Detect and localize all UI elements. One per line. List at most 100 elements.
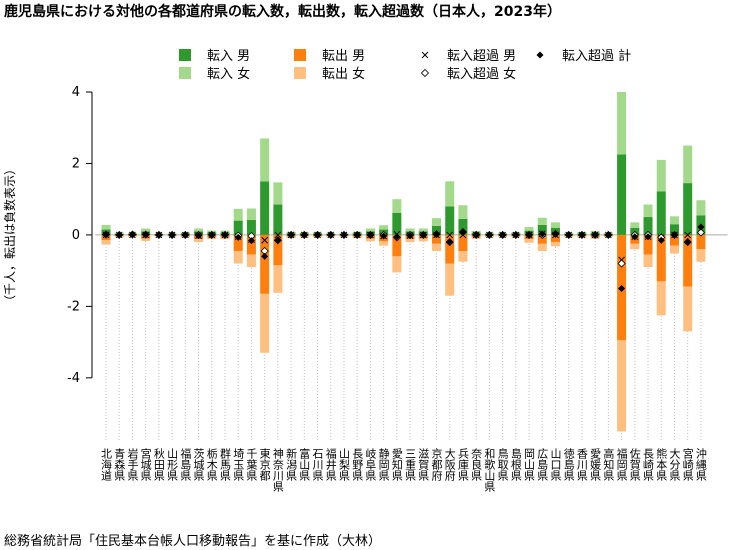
x-tick-label: 福島県: [179, 447, 192, 482]
bar: [194, 228, 204, 232]
net-marker: [274, 231, 282, 239]
net-marker: [538, 230, 546, 238]
x-tick-label: 福岡県: [615, 447, 628, 482]
x-tick-label: 茨城県: [192, 447, 205, 482]
x-tick-label: 山口県: [549, 448, 562, 482]
net-marker: [208, 231, 216, 239]
bar: [537, 224, 547, 235]
y-tick-label: 0: [72, 228, 80, 243]
x-tick-label: 島根県: [509, 447, 522, 482]
x-tick-label: 愛媛県: [589, 448, 602, 482]
bar: [537, 217, 547, 225]
x-tick-label: 京都府: [430, 447, 443, 482]
x-tick-label: 長崎県: [642, 448, 655, 482]
x-tick-label: 神奈川県: [271, 447, 284, 493]
x-tick-label: 宮城県: [139, 447, 152, 482]
bar: [233, 234, 243, 251]
bar: [445, 263, 455, 296]
net-marker: [446, 231, 454, 239]
x-tick-label: 岩手県: [126, 447, 139, 482]
legend-swatch: [294, 67, 306, 79]
net-marker: [340, 231, 348, 239]
bar: [445, 234, 455, 264]
bar: [246, 254, 256, 268]
bar: [246, 234, 256, 255]
bar: [260, 293, 270, 353]
bar: [379, 241, 389, 246]
x-tick-label: 佐賀県: [628, 447, 641, 482]
bar: [458, 205, 468, 219]
bar: [432, 218, 442, 226]
bar: [550, 234, 560, 243]
bar: [141, 228, 151, 232]
net-marker: [551, 230, 559, 238]
x-tick-label: 岡山県: [523, 448, 536, 482]
x-tick-label: 石川県: [311, 448, 324, 482]
bar: [458, 234, 468, 251]
bar: [458, 218, 468, 235]
bar: [405, 239, 415, 243]
bar: [405, 228, 415, 232]
bar: [365, 238, 375, 242]
net-marker: [261, 252, 269, 260]
bar: [696, 249, 706, 262]
bar: [617, 154, 627, 235]
bar: [669, 245, 679, 254]
bar: [524, 239, 534, 243]
net-marker: [287, 231, 295, 239]
y-tick-label: -4: [67, 371, 80, 386]
net-marker: [380, 232, 388, 240]
net-marker: [617, 259, 626, 268]
x-tick-label: 北海道: [100, 448, 113, 481]
bar: [656, 234, 666, 282]
bar: [246, 208, 256, 220]
bar: [643, 234, 653, 255]
legend-label: 転出 女: [322, 66, 365, 82]
bar: [696, 234, 706, 250]
chart-title: 鹿児島県における対他の各都道府県の転入数，転出数，転入超過数（日本人，2023年…: [3, 3, 561, 20]
bar: [643, 254, 653, 268]
bar: [683, 145, 693, 184]
bar: [141, 238, 151, 241]
net-marker: [684, 231, 692, 239]
net-marker: [155, 231, 163, 239]
legend-swatch: [179, 49, 191, 61]
x-tick-label: 群馬県: [218, 447, 231, 482]
x-tick-label: 三重県: [404, 448, 417, 482]
net-marker: [366, 231, 374, 239]
bar: [683, 234, 693, 287]
net-marker: [618, 285, 626, 293]
x-tick-label: 鳥取県: [496, 447, 509, 482]
net-marker: [247, 237, 255, 245]
bar: [101, 240, 111, 245]
bar: [260, 181, 270, 235]
x-tick-label: 東京都: [258, 448, 271, 481]
x-tick-label: 奈良県: [470, 447, 483, 482]
legend-label: 転入 男: [207, 49, 250, 64]
bar: [550, 222, 560, 228]
bar: [537, 234, 547, 244]
net-marker: [459, 228, 467, 236]
bar: [233, 220, 243, 235]
bar: [643, 204, 653, 218]
bar: [233, 208, 243, 221]
net-marker: [168, 231, 176, 239]
x-tick-label: 山形県: [166, 448, 179, 482]
caption: 総務省統計局「住民基本台帳人口移動報告」を基に作成（大林）: [4, 533, 381, 549]
y-tick-label: 4: [72, 85, 80, 100]
net-marker: [670, 231, 678, 239]
net-marker: [406, 232, 414, 240]
net-marker: [604, 231, 612, 239]
x-tick-label: 愛知県: [390, 448, 403, 482]
net-marker: [142, 231, 150, 239]
legend-label: 転入超過 男: [447, 49, 516, 64]
legend-marker: [421, 51, 429, 59]
x-tick-label: 埼玉県: [232, 447, 245, 482]
x-tick-label: 広島県: [536, 448, 549, 482]
bar: [392, 212, 402, 235]
y-axis-label: （千人，転出は負数表示）: [2, 163, 17, 307]
net-marker: [353, 231, 361, 239]
x-tick-label: 秋田県: [152, 447, 165, 482]
bar: [418, 238, 428, 242]
